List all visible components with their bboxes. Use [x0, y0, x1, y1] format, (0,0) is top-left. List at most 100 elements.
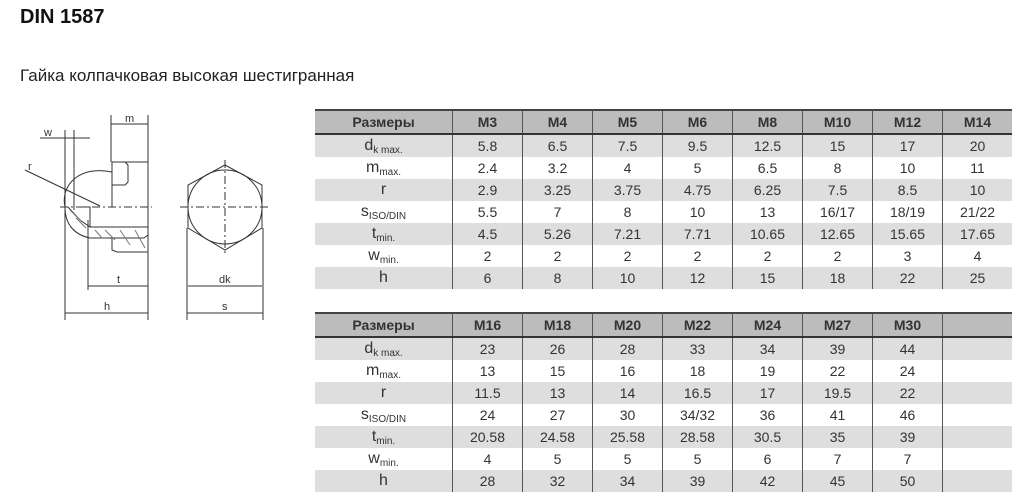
table-row: mmax. 13 15 16 18 19 22 24 [315, 360, 1012, 382]
row-label: wmin. [315, 245, 453, 267]
table-cell: 10 [942, 179, 1012, 201]
table-cell: 32 [522, 470, 593, 492]
table-cell: 3.25 [522, 179, 593, 201]
table-cell: 5.8 [452, 134, 523, 157]
table-cell: 5.26 [522, 223, 593, 245]
table-cell: 2 [732, 245, 803, 267]
row-subscript: min. [376, 232, 396, 244]
header-sizes-label: Размеры [315, 109, 453, 135]
table-cell [942, 448, 1012, 470]
table-cell: 7.71 [662, 223, 733, 245]
table-row: r 2.9 3.25 3.75 4.75 6.25 7.5 8.5 10 [315, 179, 1012, 201]
table-cell: 36 [732, 404, 803, 426]
table-cell: 10.65 [732, 223, 803, 245]
row-subscript: min. [379, 254, 399, 266]
header-size: M20 [592, 312, 663, 338]
table-cell: 25 [942, 267, 1012, 289]
row-label: h [315, 470, 453, 492]
table-cell [942, 360, 1012, 382]
row-subscript: ISO/DIN [368, 413, 407, 425]
table-cell: 5.5 [452, 201, 523, 223]
table-cell: 4.5 [452, 223, 523, 245]
table-cell: 3 [872, 245, 943, 267]
table-cell: 18 [802, 267, 873, 289]
row-symbol: r [380, 180, 387, 198]
table-row: dk max. 23 26 28 33 34 39 44 [315, 337, 1012, 360]
page-subtitle: Гайка колпачковая высокая шестигранная [20, 66, 355, 85]
row-label: h [315, 267, 453, 289]
table-cell: 30 [592, 404, 663, 426]
table-cell: 14 [592, 382, 663, 404]
table-cell [942, 382, 1012, 404]
dim-t-label: t [117, 274, 120, 286]
table-cell: 23 [452, 337, 523, 360]
table-row: dk max. 5.8 6.5 7.5 9.5 12.5 15 17 20 [315, 134, 1012, 157]
table-cell: 34 [592, 470, 663, 492]
table-cell: 8 [522, 267, 593, 289]
table-row: wmin. 4 5 5 5 6 7 7 [315, 448, 1012, 470]
table-cell: 35 [802, 426, 873, 448]
table-cell: 6 [732, 448, 803, 470]
header-size: M5 [592, 109, 663, 135]
table-cell: 28 [452, 470, 523, 492]
row-label: tmin. [315, 426, 453, 448]
table-cell: 18/19 [872, 201, 943, 223]
page-title: DIN 1587 [20, 6, 105, 28]
table-cell: 2 [802, 245, 873, 267]
table-cell: 50 [872, 470, 943, 492]
row-subscript: min. [376, 435, 396, 447]
table-cell: 12 [662, 267, 733, 289]
table-cell: 9.5 [662, 134, 733, 157]
table-cell: 33 [662, 337, 733, 360]
table-header-row: Размеры M16 M18 M20 M22 M24 M27 M30 [315, 312, 1012, 338]
table-cell: 19.5 [802, 382, 873, 404]
dimensions-table-m16-m30: Размеры M16 M18 M20 M22 M24 M27 M30 dk max. 23 26 2… [315, 312, 1012, 492]
table-cell [942, 426, 1012, 448]
row-label: r [315, 179, 453, 201]
table-cell: 24.58 [522, 426, 593, 448]
table-cell: 17.65 [942, 223, 1012, 245]
table-cell: 10 [662, 201, 733, 223]
table-row: tmin. 4.5 5.26 7.21 7.71 10.65 12.65 15.65 17.65 [315, 223, 1012, 245]
table-row: mmax. 2.4 3.2 4 5 6.5 8 10 11 [315, 157, 1012, 179]
table-cell: 44 [872, 337, 943, 360]
table-cell: 13 [452, 360, 523, 382]
table-cell: 22 [872, 267, 943, 289]
table-cell: 16 [592, 360, 663, 382]
row-label: dk max. [315, 337, 453, 360]
row-symbol: d [364, 136, 374, 154]
header-sizes-label: Размеры [315, 312, 453, 338]
header-size: M22 [662, 312, 733, 338]
header-size: M18 [522, 312, 593, 338]
table-cell: 12.65 [802, 223, 873, 245]
table-cell: 24 [872, 360, 943, 382]
dim-s-label: s [222, 301, 228, 313]
table-cell: 7 [802, 448, 873, 470]
table-cell: 15 [802, 134, 873, 157]
table-cell: 17 [872, 134, 943, 157]
row-label: mmax. [315, 360, 453, 382]
table-cell: 7.21 [592, 223, 663, 245]
table-cell: 11 [942, 157, 1012, 179]
table-row: sISO/DIN 24 27 30 34/32 36 41 46 [315, 404, 1012, 426]
row-label: dk max. [315, 134, 453, 157]
table-cell: 28.58 [662, 426, 733, 448]
header-size: M27 [802, 312, 873, 338]
table-cell: 20 [942, 134, 1012, 157]
table-cell: 5 [592, 448, 663, 470]
table-row: h 6 8 10 12 15 18 22 25 [315, 267, 1012, 289]
table-cell: 7 [522, 201, 593, 223]
table-cell: 6.5 [522, 134, 593, 157]
header-size: M16 [452, 312, 523, 338]
dim-h-label: h [104, 301, 110, 313]
table-row: tmin. 20.58 24.58 25.58 28.58 30.5 35 39 [315, 426, 1012, 448]
row-symbol: h [379, 471, 388, 489]
table-cell: 34/32 [662, 404, 733, 426]
dimensions-table-m3-m14: Размеры M3 M4 M5 M6 M8 M10 M12 M14 dk max. 5.8 6.5 7… [315, 109, 1012, 289]
table-cell: 3.2 [522, 157, 593, 179]
table-cell: 13 [522, 382, 593, 404]
dim-dk-label: dk [219, 274, 231, 286]
row-subscript: max. [379, 369, 401, 381]
table-cell: 26 [522, 337, 593, 360]
row-label: tmin. [315, 223, 453, 245]
